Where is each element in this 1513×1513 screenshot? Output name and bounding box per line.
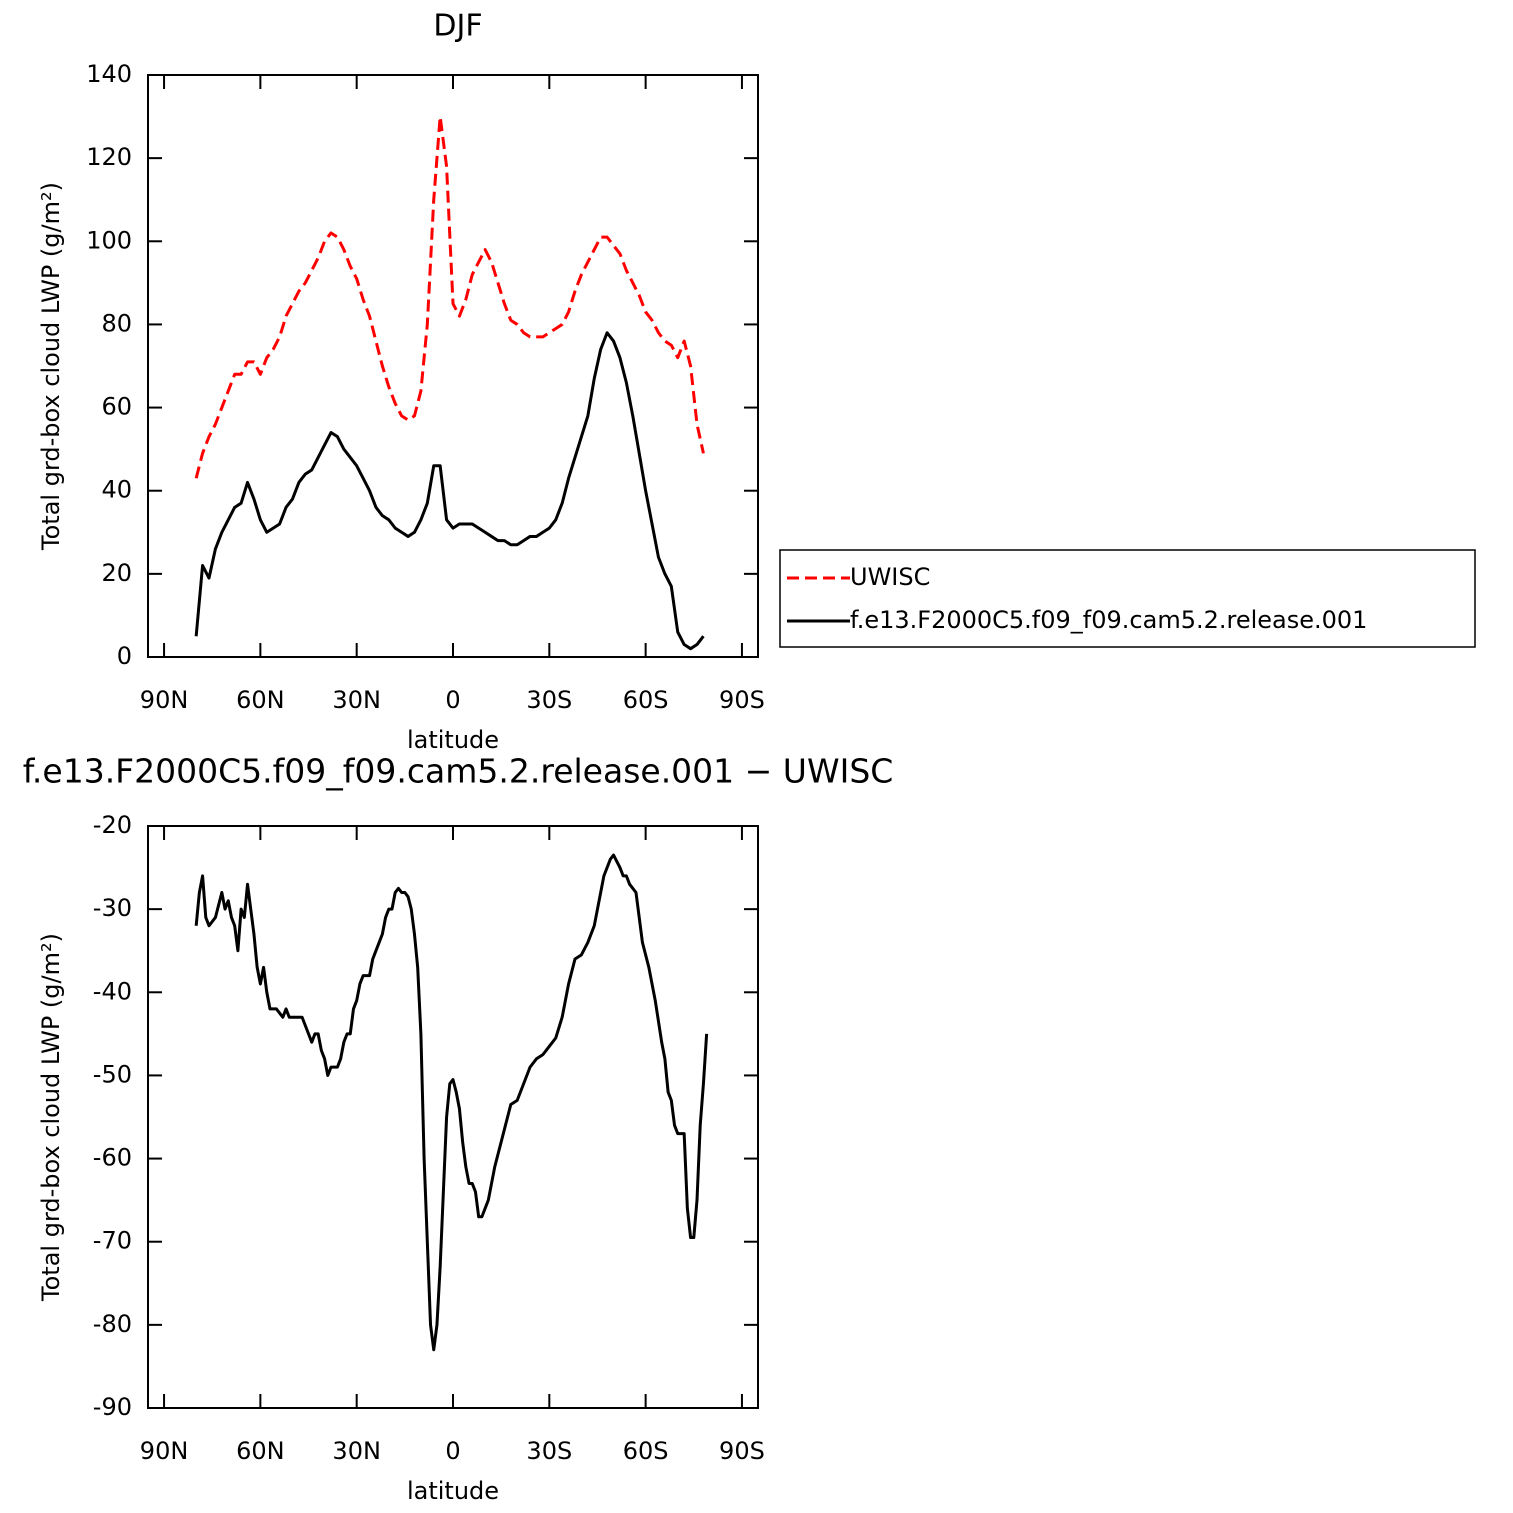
y-tick-label: 60 (101, 393, 132, 421)
y-tick-label: 20 (101, 559, 132, 587)
x-tick-label: 90S (719, 1437, 765, 1465)
y-tick-label: -40 (93, 977, 132, 1005)
y-tick-label: 80 (101, 309, 132, 337)
x-tick-label: 90S (719, 686, 765, 714)
data-line (194, 853, 709, 1352)
legend-label: f.e13.F2000C5.f09_f09.cam5.2.release.001 (850, 606, 1367, 634)
y-tick-label: -20 (93, 811, 132, 839)
legend-box (779, 549, 1476, 648)
y-tick-label: 0 (117, 642, 132, 670)
y-tick-label: -80 (93, 1310, 132, 1338)
y-tick-label: 140 (86, 60, 132, 88)
y-tick-label: -60 (93, 1144, 132, 1172)
x-tick-label: 90N (140, 1437, 189, 1465)
x-axis-label: latitude (407, 726, 499, 754)
x-tick-label: 60S (623, 1437, 669, 1465)
data-line (194, 115, 705, 479)
y-tick-label: 120 (86, 143, 132, 171)
y-tick-label: -70 (93, 1227, 132, 1255)
y-axis-label: Total grd-box cloud LWP (g/m²) (37, 933, 65, 1302)
chart-title: DJF (433, 9, 482, 44)
x-tick-label: 30N (332, 686, 381, 714)
x-tick-label: 60N (236, 1437, 285, 1465)
x-tick-label: 0 (445, 686, 460, 714)
y-tick-label: 40 (101, 476, 132, 504)
chart-title: f.e13.F2000C5.f09_f09.cam5.2.release.001… (23, 752, 894, 791)
x-tick-label: 90N (140, 686, 189, 714)
x-tick-label: 60S (623, 686, 669, 714)
x-tick-label: 30S (526, 1437, 572, 1465)
x-tick-label: 30N (332, 1437, 381, 1465)
y-axis-label: Total grd-box cloud LWP (g/m²) (37, 182, 65, 551)
y-tick-label: -50 (93, 1060, 132, 1088)
y-tick-label: -30 (93, 894, 132, 922)
data-line (194, 331, 705, 651)
x-tick-label: 30S (526, 686, 572, 714)
x-axis-label: latitude (407, 1477, 499, 1505)
plot-frame (147, 74, 759, 658)
x-tick-label: 0 (445, 1437, 460, 1465)
x-tick-label: 60N (236, 686, 285, 714)
y-tick-label: 100 (86, 226, 132, 254)
legend-label: UWISC (850, 563, 930, 591)
y-tick-label: -90 (93, 1393, 132, 1421)
